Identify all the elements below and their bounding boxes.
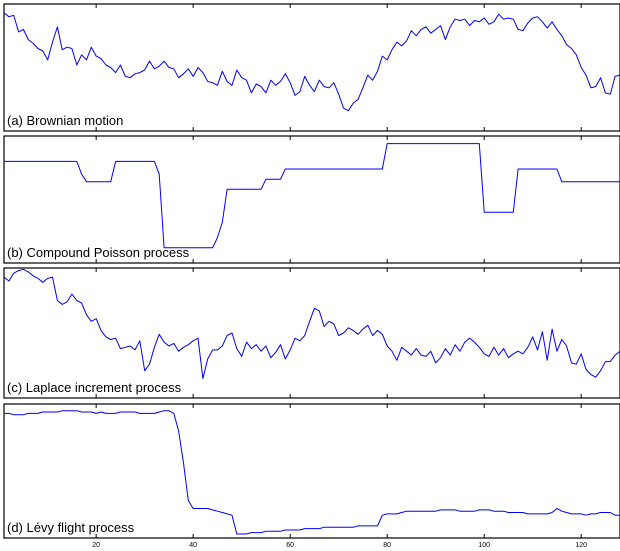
series-line-panel-3 — [3, 268, 620, 379]
panel-frame-1 — [3, 3, 620, 132]
x-tick-label-20: 20 — [92, 542, 100, 549]
panel-label-2: (b) Compound Poisson process — [7, 245, 190, 260]
panel-frame-3 — [3, 267, 620, 399]
series-line-panel-1 — [3, 12, 620, 112]
x-tick-label-80: 80 — [383, 542, 391, 549]
panel-label-1: (a) Brownian motion — [7, 113, 123, 128]
x-tick-label-40: 40 — [189, 542, 197, 549]
x-tick-label-120: 120 — [575, 542, 587, 549]
series-line-panel-4 — [4, 410, 620, 535]
panel-frame-2 — [3, 135, 620, 264]
x-tick-label-100: 100 — [478, 542, 490, 549]
x-tick-label-60: 60 — [286, 542, 294, 549]
panel-label-4: (d) Lévy flight process — [7, 520, 135, 535]
series-line-panel-2 — [4, 143, 620, 249]
panel-frame-4 — [3, 403, 620, 539]
panel-label-3: (c) Laplace increment process — [7, 380, 182, 395]
